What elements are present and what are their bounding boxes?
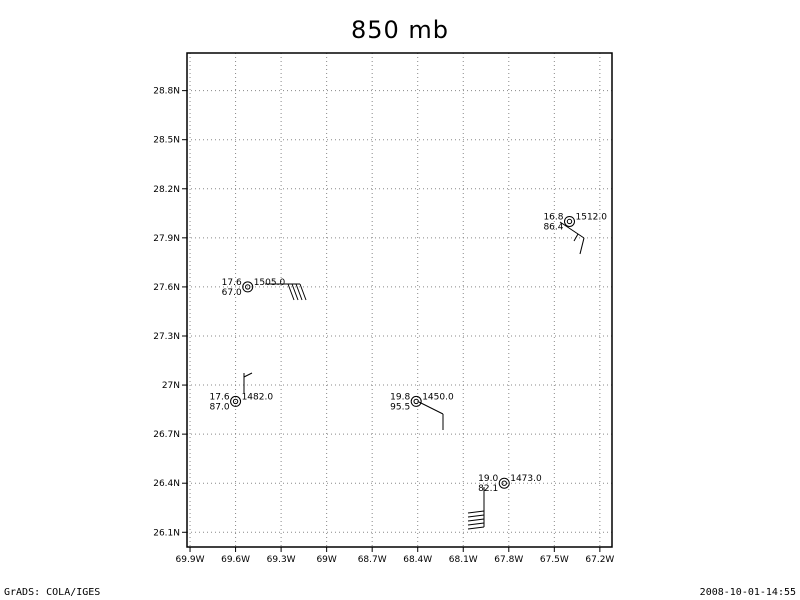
grads-credit: GrADS: COLA/IGES (4, 587, 101, 598)
station-height: 1512.0 (576, 212, 608, 222)
station-circle-inner (413, 398, 419, 405)
wind-barbs (243, 221, 585, 530)
station-circle-inner (232, 398, 239, 405)
y-tick-label: 28.8N (153, 87, 180, 97)
y-tick-label: 28.2N (153, 185, 180, 195)
station-circle-inner (245, 284, 251, 290)
x-tick-label: 67.2W (585, 555, 614, 565)
wind-barb-feather (467, 510, 485, 514)
station-temperature: 17.6 (210, 392, 230, 402)
y-tick-label: 27.9N (153, 234, 180, 244)
timestamp: 2008-10-01-14:55 (699, 587, 796, 598)
station-height: 1482.0 (242, 392, 274, 402)
station-temperature: 19.8 (390, 392, 410, 402)
wind-barb-feather (299, 283, 307, 301)
station-humidity: 67.0 (222, 288, 242, 298)
x-tick-label: 69W (316, 555, 336, 565)
station-humidity: 87.0 (210, 402, 230, 412)
y-tick-label: 28.5N (153, 136, 180, 146)
station-circle-inner (501, 480, 507, 486)
x-tick-label: 67.8W (494, 555, 523, 565)
x-tick-label: 69.9W (176, 555, 205, 565)
x-tick-label: 68.1W (449, 555, 478, 565)
wind-barb-feather (287, 283, 295, 301)
wind-barb-feather (579, 237, 585, 255)
station-circle-outer (242, 281, 254, 293)
x-tick-label: 68.4W (403, 555, 432, 565)
station-circle-outer (230, 395, 242, 407)
station-humidity: 82.1 (478, 484, 498, 494)
wind-barb-feather (573, 233, 579, 242)
station-height: 1450.0 (422, 392, 454, 402)
plot-frame (186, 52, 613, 548)
wind-barb-feather (295, 283, 303, 301)
y-tick-label: 26.4N (153, 479, 180, 489)
wind-barb-feather (243, 372, 253, 378)
station-height: 1473.0 (510, 474, 542, 484)
x-tick-label: 69.3W (267, 555, 296, 565)
chart-title: 850 mb (350, 16, 450, 44)
wind-barb-feather (467, 526, 485, 530)
grid-lines (187, 53, 612, 547)
wind-barb-feather (467, 514, 485, 518)
station-height: 1505.0 (254, 278, 286, 288)
y-tick-label: 26.1N (153, 528, 180, 538)
station-circle-outer (498, 477, 510, 489)
x-tick-label: 68.7W (358, 555, 387, 565)
wind-barb-feather (467, 518, 485, 522)
station-humidity: 95.5 (390, 402, 410, 412)
station-humidity: 86.4 (543, 222, 563, 232)
wind-barb-feather (467, 522, 485, 526)
station-temperature: 17.6 (222, 278, 242, 288)
y-tick-label: 27.3N (153, 332, 180, 342)
y-tick-label: 26.7N (153, 430, 180, 440)
y-tick-label: 27.6N (153, 283, 180, 293)
station-temperature: 19.0 (478, 474, 498, 484)
station-circle-outer (564, 215, 575, 227)
station-temperature: 16.8 (543, 212, 563, 222)
wind-barb-shaft (418, 401, 444, 415)
station-circle-outer (410, 395, 422, 407)
x-tick-label: 67.5W (540, 555, 569, 565)
y-tick-label: 27N (162, 381, 180, 391)
x-tick-label: 69.6W (221, 555, 250, 565)
x-axis-ticks: 69.9W 69.6W 69.3W 69W 68.7W 68.4W 68.1W 67.8W 67… (176, 547, 614, 565)
station-circle-inner (566, 218, 573, 225)
y-axis-ticks: 26.1N 26.4N 26.7N 27N 27.3N 27.6N 27.9N 28.2N 28… (153, 87, 187, 538)
wind-barb-shaft (559, 221, 585, 239)
wind-barb-feather (291, 283, 299, 301)
